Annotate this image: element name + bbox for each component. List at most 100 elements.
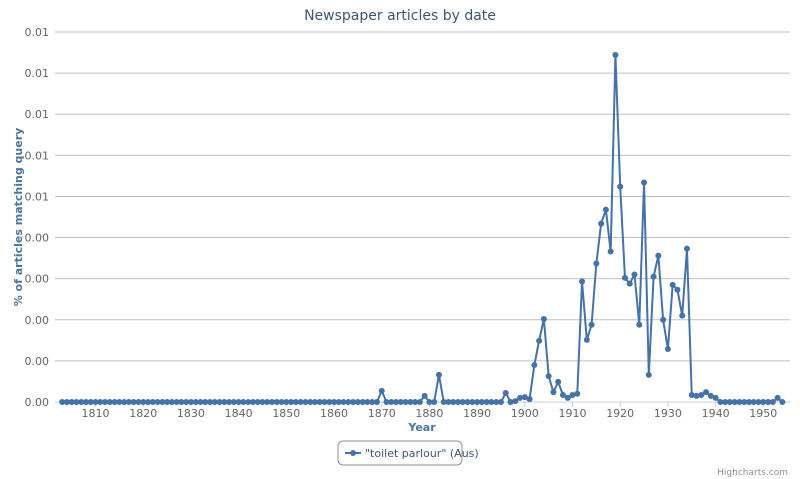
- point: [197, 399, 204, 405]
- point: [726, 399, 733, 405]
- point: [292, 399, 299, 405]
- y-tick-label: 0.01: [25, 108, 50, 121]
- legend-label: "toilet parlour" (Aus): [365, 447, 479, 460]
- point: [502, 389, 509, 396]
- point: [435, 371, 442, 378]
- x-tick-label: 1910: [559, 407, 587, 420]
- point: [192, 399, 199, 405]
- point: [364, 399, 371, 405]
- point: [331, 399, 338, 405]
- point: [431, 399, 438, 405]
- point: [87, 399, 94, 405]
- point: [493, 399, 500, 405]
- point: [130, 399, 137, 405]
- point: [92, 399, 99, 405]
- point: [760, 399, 767, 405]
- point: [369, 399, 376, 405]
- point: [140, 399, 147, 405]
- point: [617, 183, 624, 190]
- point: [297, 399, 304, 405]
- point: [102, 399, 109, 405]
- point: [307, 399, 314, 405]
- point: [154, 399, 161, 405]
- point: [68, 399, 75, 405]
- x-tick-label: 1820: [129, 407, 157, 420]
- point: [497, 399, 504, 405]
- point: [478, 399, 485, 405]
- point: [769, 399, 776, 405]
- point: [559, 392, 566, 399]
- point: [149, 399, 156, 405]
- point: [388, 399, 395, 405]
- point: [693, 392, 700, 399]
- point: [765, 399, 772, 405]
- x-tick-label: 1830: [177, 407, 205, 420]
- point: [73, 399, 80, 405]
- x-axis-title: Year: [407, 421, 436, 434]
- x-tick-label: 1850: [272, 407, 300, 420]
- point: [741, 399, 748, 405]
- point: [531, 362, 538, 368]
- point: [722, 399, 729, 405]
- point: [211, 399, 218, 405]
- point: [774, 394, 781, 401]
- point: [311, 399, 318, 405]
- point: [111, 399, 118, 405]
- point: [517, 394, 524, 401]
- point: [636, 321, 643, 328]
- point: [106, 399, 113, 405]
- point: [407, 399, 414, 405]
- y-tick-label: 0.00: [25, 355, 50, 368]
- point: [145, 399, 152, 405]
- point: [626, 280, 633, 287]
- point: [269, 399, 276, 405]
- point: [588, 321, 595, 328]
- point: [350, 399, 357, 405]
- point: [378, 387, 385, 394]
- point: [621, 274, 628, 281]
- point: [650, 273, 657, 280]
- point: [612, 52, 619, 59]
- point: [545, 373, 552, 380]
- point: [655, 252, 662, 259]
- point: [602, 206, 609, 213]
- point: [550, 389, 557, 396]
- point: [159, 399, 166, 405]
- point: [455, 399, 462, 405]
- x-tick-label: 1870: [368, 407, 396, 420]
- point: [540, 315, 547, 322]
- point: [135, 399, 142, 405]
- point: [526, 396, 533, 403]
- y-tick-label: 0.01: [25, 26, 50, 39]
- point: [745, 399, 752, 405]
- point: [240, 399, 247, 405]
- point: [187, 399, 194, 405]
- x-tick-label: 1810: [82, 407, 110, 420]
- y-tick-label: 0.01: [25, 149, 50, 162]
- point: [536, 337, 543, 344]
- point: [569, 392, 576, 399]
- point: [402, 399, 409, 405]
- point: [173, 399, 180, 405]
- y-axis-title: % of articles matching query: [12, 128, 25, 307]
- legend-box: [337, 440, 463, 466]
- point: [440, 399, 447, 405]
- point: [750, 399, 757, 405]
- point: [707, 392, 714, 399]
- point: [521, 394, 528, 401]
- point: [83, 399, 90, 405]
- point: [264, 399, 271, 405]
- point: [230, 399, 237, 405]
- point: [335, 399, 342, 405]
- point: [345, 399, 352, 405]
- point: [445, 399, 452, 405]
- point: [254, 399, 261, 405]
- x-tick-label: 1950: [749, 407, 777, 420]
- y-tick-label: 0.00: [25, 314, 50, 327]
- point: [259, 399, 266, 405]
- point: [779, 399, 786, 405]
- point: [669, 281, 676, 288]
- point: [321, 399, 328, 405]
- x-tick-label: 1900: [511, 407, 539, 420]
